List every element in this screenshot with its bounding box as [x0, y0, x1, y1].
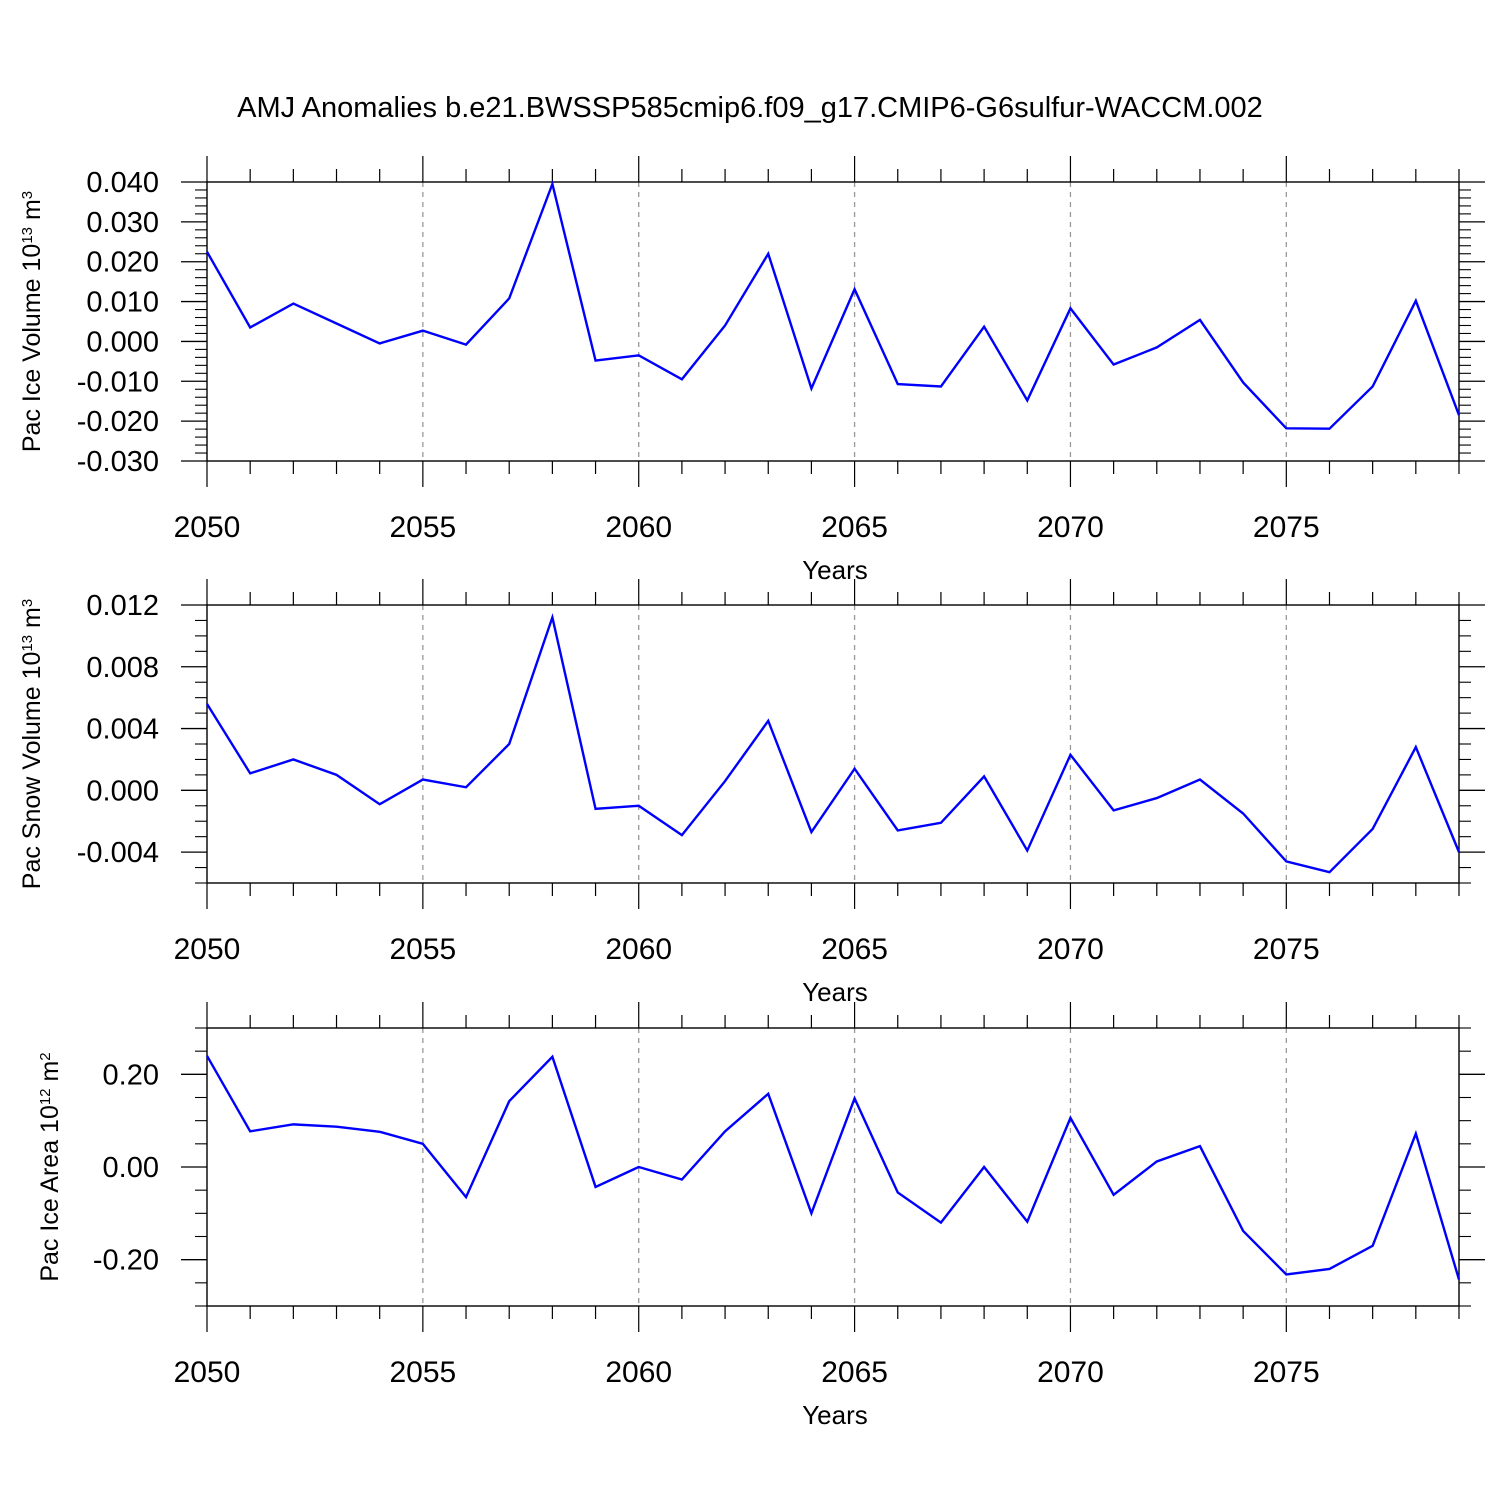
panel-3: 2050 2055 2060 2065 2070 2075 Years -0.20 0.00 0.…	[36, 1002, 1485, 1430]
panel-2: 2050 2055 2060 2065 2070 2075 Years -0.004 0.000…	[18, 579, 1485, 1007]
y-tick-label: 0.000	[86, 326, 159, 358]
y-axis-label-superscript: 13	[19, 227, 36, 244]
y-axis-label-superscript: 3	[19, 599, 36, 607]
figure-title: AMJ Anomalies b.e21.BWSSP585cmip6.f09_g1…	[237, 92, 1263, 124]
y-tick-label: 0.030	[86, 207, 159, 239]
y-tick-label: 0.012	[86, 590, 159, 622]
x-tick-label: 2055	[389, 1356, 456, 1389]
x-tick-label: 2075	[1253, 1356, 1320, 1389]
x-tick-label: 2070	[1037, 933, 1104, 966]
x-axis-label: Years	[802, 1400, 868, 1430]
x-axis-label: Years	[802, 977, 868, 1007]
y-tick-label: 0.004	[86, 714, 159, 746]
x-tick-label: 2060	[605, 511, 672, 544]
y-axis-label-superscript: 3	[19, 191, 36, 199]
x-tick-label: 2065	[821, 1356, 888, 1389]
plot-frame	[206, 1027, 1460, 1307]
y-axis-label-superscript: 13	[19, 635, 36, 652]
y-tick-label: 0.00	[103, 1152, 159, 1184]
plot-frame	[206, 604, 1460, 884]
y-axis-label-superscript: 2	[37, 1052, 54, 1060]
panel-1: 2050 2055 2060 2065 2070 2075 Years -0.030 -0.02…	[18, 156, 1485, 585]
series-line-1	[205, 612, 1461, 874]
y-tick-label: 0.010	[86, 287, 159, 319]
y-tick-label: -0.004	[77, 837, 159, 869]
x-tick-label: 2075	[1253, 511, 1320, 544]
y-tick-label: 0.040	[86, 167, 159, 199]
y-axis-label-part: Pac Ice Area 10	[36, 1105, 64, 1282]
plot-frame	[206, 181, 1460, 462]
x-tick-label: 2070	[1037, 1356, 1104, 1389]
y-axis-label: Pac Ice Volume 1013 m3	[18, 191, 46, 452]
y-tick-label: 0.000	[86, 775, 159, 807]
x-tick-label: 2065	[821, 933, 888, 966]
x-tick-label: 2050	[174, 1356, 241, 1389]
y-axis-label-part: m	[36, 1061, 64, 1089]
y-axis-label: Pac Snow Volume 1013 m3	[18, 599, 46, 889]
x-tick-label: 2050	[174, 933, 241, 966]
x-tick-label: 2070	[1037, 511, 1104, 544]
x-tick-label: 2060	[605, 1356, 672, 1389]
y-tick-label: 0.008	[86, 652, 159, 684]
x-tick-label: 2065	[821, 511, 888, 544]
y-tick-label: 0.020	[86, 247, 159, 279]
x-tick-label: 2050	[174, 511, 241, 544]
x-tick-label: 2055	[389, 511, 456, 544]
x-tick-label: 2055	[389, 933, 456, 966]
y-tick-label: -0.20	[93, 1245, 159, 1277]
x-tick-label: 2075	[1253, 933, 1320, 966]
y-axis-label: Pac Ice Area 1012 m2	[36, 1052, 64, 1281]
x-axis-label: Years	[802, 555, 868, 585]
series-line-1	[205, 179, 1461, 430]
y-tick-label: -0.030	[77, 446, 159, 478]
y-axis-label-part: m	[18, 199, 46, 227]
x-tick-label: 2060	[605, 933, 672, 966]
y-tick-label: -0.010	[77, 366, 159, 398]
y-axis-label-superscript: 12	[37, 1088, 54, 1105]
y-tick-label: -0.020	[77, 406, 159, 438]
series-line-1	[205, 1054, 1461, 1280]
y-tick-label: 0.20	[103, 1059, 159, 1091]
y-axis-label-part: Pac Snow Volume 10	[18, 652, 46, 890]
y-axis-label-part: Pac Ice Volume 10	[18, 244, 46, 452]
y-axis-label-part: m	[18, 607, 46, 635]
